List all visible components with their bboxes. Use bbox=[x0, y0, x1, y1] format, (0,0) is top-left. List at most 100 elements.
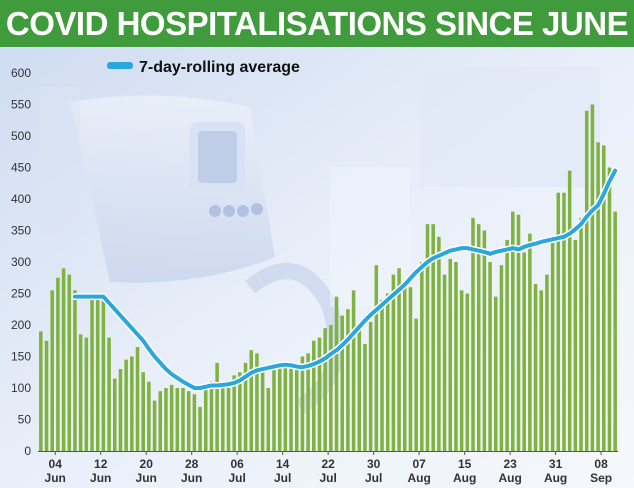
bar bbox=[425, 224, 430, 451]
bar bbox=[226, 388, 231, 451]
bar bbox=[232, 375, 236, 451]
bar bbox=[164, 388, 168, 451]
x-tick-day-label: 14 bbox=[276, 457, 290, 471]
bar bbox=[175, 388, 180, 451]
x-tick-month-label: Jun bbox=[45, 471, 66, 485]
bar bbox=[317, 337, 322, 451]
bar bbox=[95, 299, 100, 451]
bar bbox=[107, 337, 111, 451]
bar bbox=[511, 211, 515, 451]
bar bbox=[130, 356, 134, 451]
bar bbox=[539, 290, 543, 451]
bar bbox=[209, 381, 214, 451]
x-tick-day-label: 31 bbox=[549, 457, 563, 471]
legend-swatch-rolling-average bbox=[107, 62, 133, 69]
bar-series bbox=[39, 104, 617, 452]
bar bbox=[90, 293, 94, 451]
x-tick-day-label: 15 bbox=[458, 457, 472, 471]
bar bbox=[101, 296, 106, 451]
x-tick-month-label: Jul bbox=[274, 471, 291, 485]
x-tick-month-label: Aug bbox=[544, 471, 567, 485]
chart-title: COVID HOSPITALISATIONS SINCE JUNE bbox=[5, 4, 629, 42]
bar bbox=[255, 353, 259, 451]
bar bbox=[528, 233, 532, 451]
bar bbox=[431, 224, 435, 451]
bar bbox=[203, 388, 208, 451]
bar bbox=[215, 362, 219, 451]
bar bbox=[448, 258, 453, 451]
bar bbox=[334, 296, 339, 451]
bar bbox=[567, 170, 572, 451]
bar bbox=[579, 217, 583, 451]
bar bbox=[124, 359, 128, 451]
y-tick-label: 400 bbox=[11, 192, 31, 206]
bar bbox=[385, 293, 390, 451]
y-tick-label: 100 bbox=[11, 381, 31, 395]
bar bbox=[476, 224, 481, 451]
y-tick-label: 200 bbox=[11, 318, 31, 332]
bar bbox=[243, 362, 248, 451]
x-tick-month-label: Aug bbox=[407, 471, 430, 485]
y-tick-label: 350 bbox=[11, 224, 31, 238]
bar bbox=[323, 328, 327, 451]
x-tick-day-label: 06 bbox=[230, 457, 244, 471]
y-tick-label: 0 bbox=[24, 444, 31, 458]
bar bbox=[158, 391, 163, 451]
bar bbox=[408, 287, 413, 451]
bar bbox=[471, 217, 475, 451]
bar bbox=[186, 391, 191, 451]
bar bbox=[613, 211, 617, 451]
bar bbox=[493, 296, 498, 451]
bar bbox=[602, 145, 606, 451]
bar bbox=[147, 381, 151, 451]
x-tick-day-label: 30 bbox=[367, 457, 381, 471]
x-tick-day-label: 12 bbox=[94, 457, 108, 471]
y-tick-label: 500 bbox=[11, 129, 31, 143]
bar bbox=[272, 369, 276, 451]
bar bbox=[346, 309, 350, 451]
bar bbox=[374, 265, 379, 451]
bar bbox=[78, 334, 83, 451]
bar bbox=[283, 362, 288, 451]
bar bbox=[454, 262, 458, 451]
bar bbox=[221, 381, 225, 451]
x-tick-day-label: 20 bbox=[140, 457, 154, 471]
bar bbox=[56, 277, 60, 451]
x-tick-month-label: Jun bbox=[136, 471, 157, 485]
bar bbox=[266, 388, 271, 451]
bar bbox=[414, 318, 418, 451]
y-tick-label: 250 bbox=[11, 287, 31, 301]
bar bbox=[499, 265, 504, 451]
x-tick-month-label: Jul bbox=[365, 471, 382, 485]
bar bbox=[141, 372, 145, 451]
bar bbox=[488, 262, 492, 451]
bar bbox=[181, 388, 185, 451]
bar bbox=[238, 372, 242, 451]
bar bbox=[368, 321, 373, 451]
bar bbox=[312, 340, 316, 451]
x-tick-month-label: Aug bbox=[498, 471, 521, 485]
bar bbox=[465, 293, 470, 451]
bar bbox=[590, 104, 595, 451]
y-tick-label: 300 bbox=[11, 255, 31, 269]
x-tick-month-label: Aug bbox=[453, 471, 476, 485]
bar bbox=[249, 350, 253, 451]
bar bbox=[198, 406, 202, 451]
bar bbox=[152, 400, 157, 451]
bar bbox=[437, 236, 441, 451]
bar bbox=[357, 325, 362, 451]
x-tick-day-label: 08 bbox=[594, 457, 608, 471]
x-tick-day-label: 28 bbox=[185, 457, 199, 471]
bar bbox=[397, 268, 401, 451]
bar bbox=[300, 356, 305, 451]
y-tick-label: 150 bbox=[11, 350, 31, 364]
y-axis: 0 50 100 150 200 250 300 350 400 450 500 550 600 bbox=[11, 66, 31, 458]
bar bbox=[573, 239, 578, 451]
x-tick-day-label: 07 bbox=[412, 457, 426, 471]
legend: 7-day-rolling average bbox=[107, 59, 300, 76]
rolling-average-line bbox=[72, 168, 618, 390]
x-tick-day-label: 04 bbox=[49, 457, 63, 471]
bar bbox=[556, 192, 561, 451]
bar bbox=[260, 369, 265, 451]
